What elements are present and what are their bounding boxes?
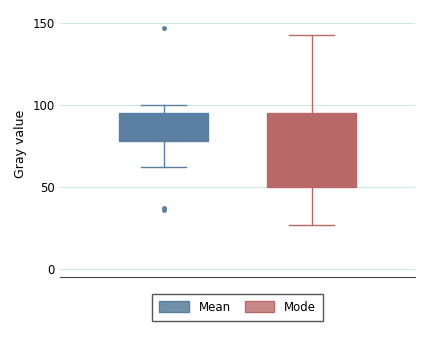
PathPatch shape — [119, 113, 208, 141]
PathPatch shape — [267, 113, 356, 187]
Y-axis label: Gray value: Gray value — [14, 110, 27, 178]
Legend: Mean, Mode: Mean, Mode — [152, 294, 323, 321]
